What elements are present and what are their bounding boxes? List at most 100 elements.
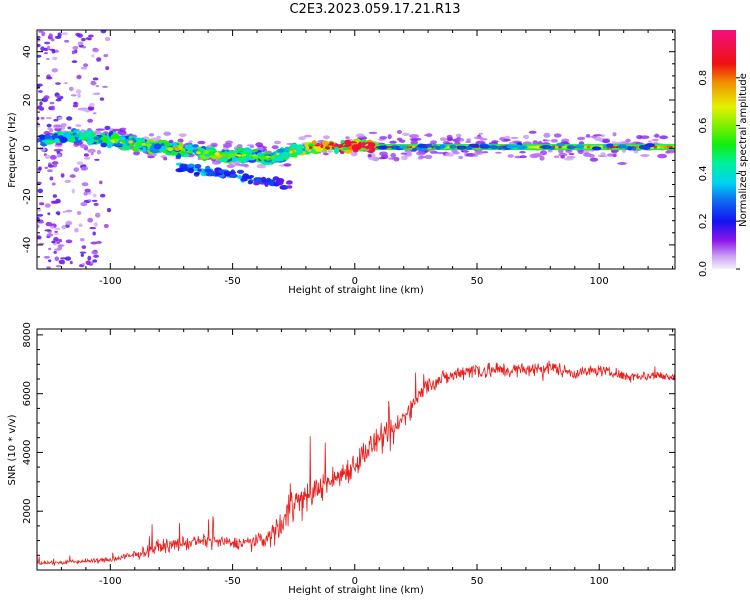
halo-blob: [417, 156, 424, 160]
trace-core-blob: [265, 155, 271, 158]
trace-blob: [172, 141, 178, 148]
noise-blob: [92, 77, 99, 81]
noise-blob: [48, 247, 52, 251]
spectrogram-ytick-label: -40: [22, 237, 33, 253]
halo-blob: [178, 133, 187, 138]
noise-blob: [37, 235, 42, 239]
noise-blob: [58, 238, 62, 243]
trace-blob: [67, 138, 76, 143]
halo-blob: [607, 153, 614, 157]
noise-blob: [81, 245, 87, 250]
colorbar-tick-label: 0.0: [698, 261, 709, 277]
noise-blob: [47, 169, 53, 173]
halo-blob: [424, 154, 433, 160]
branch-blob: [275, 180, 284, 186]
halo-blob: [594, 136, 602, 141]
trace-core-blob: [141, 142, 147, 146]
noise-blob: [91, 250, 99, 255]
trace-core-blob: [366, 145, 371, 149]
noise-blob: [73, 167, 80, 173]
noise-blob: [55, 95, 62, 98]
trace-core-blob: [121, 139, 126, 143]
tone-side-blob: [489, 145, 499, 150]
halo-blob: [163, 131, 172, 136]
noise-blob: [53, 118, 59, 122]
noise-blob: [50, 38, 55, 42]
noise-blob: [51, 161, 59, 165]
trace-blob: [59, 136, 68, 143]
halo-blob: [53, 148, 64, 152]
noise-blob: [60, 173, 65, 178]
colorbar-gradient: [712, 30, 736, 269]
noise-blob: [37, 217, 40, 221]
tone-side-blob: [412, 147, 417, 152]
noise-blob: [88, 199, 92, 202]
noise-blob: [65, 209, 73, 213]
noise-blob: [77, 41, 84, 46]
trace-blob: [39, 134, 45, 140]
halo-blob: [668, 149, 675, 153]
noise-blob: [45, 221, 53, 227]
trace-blob: [187, 150, 195, 154]
halo-blob: [633, 149, 639, 154]
noise-blob: [74, 228, 79, 233]
noise-blob: [37, 43, 41, 48]
halo-blob: [405, 150, 412, 155]
noise-blob: [95, 85, 100, 88]
halo-blob: [495, 151, 502, 154]
halo-blob: [188, 140, 193, 144]
branch-blob: [236, 169, 245, 174]
halo-blob: [210, 142, 218, 148]
halo-blob: [238, 163, 249, 167]
halo-blob: [345, 136, 350, 140]
halo-blob: [654, 133, 660, 138]
halo-blob: [390, 152, 397, 158]
branch-blob: [229, 170, 236, 175]
noise-blob: [48, 259, 52, 263]
trace-core-blob: [196, 151, 201, 155]
noise-blob: [37, 106, 45, 110]
branch-blob: [253, 181, 260, 186]
noise-blob: [90, 241, 98, 245]
halo-blob: [533, 152, 543, 157]
spectrogram-ytick-label: -20: [22, 188, 33, 204]
halo-blob: [236, 144, 243, 148]
spectrogram-y-axis-label: Frequency (Hz): [7, 112, 18, 188]
trace-core-blob: [136, 142, 140, 146]
halo-blob: [446, 134, 453, 139]
noise-blob: [37, 207, 42, 212]
noise-blob: [64, 81, 68, 85]
halo-blob: [510, 136, 519, 139]
noise-blob: [66, 116, 73, 121]
snr-xtick-label: 50: [471, 576, 484, 587]
tone-blob: [669, 146, 674, 149]
halo-blob: [222, 143, 233, 148]
halo-blob: [640, 154, 650, 157]
noise-blob: [93, 222, 98, 227]
noise-blob: [49, 176, 54, 181]
halo-blob: [566, 155, 576, 159]
halo-blob: [453, 151, 460, 155]
halo-blob: [651, 138, 659, 142]
snr-ytick-label: 2000: [22, 498, 33, 523]
halo-blob: [95, 128, 105, 131]
halo-blob: [602, 139, 611, 144]
noise-blob: [37, 224, 40, 229]
tone-blob: [536, 145, 540, 149]
halo-blob: [327, 150, 334, 153]
trace-blob: [361, 142, 366, 146]
tone-blob: [529, 146, 534, 149]
noise-blob: [39, 202, 45, 206]
noise-blob: [51, 240, 56, 244]
halo-blob: [439, 137, 447, 142]
trace-core-blob: [305, 145, 310, 150]
colorbar-tick-label: 0.4: [698, 165, 709, 181]
noise-blob: [46, 233, 54, 237]
spectrogram-x-axis-label: Height of straight line (km): [288, 285, 424, 296]
tone-side-blob: [479, 144, 491, 149]
halo-blob: [322, 152, 329, 156]
halo-blob: [455, 137, 461, 142]
noise-blob: [49, 101, 55, 105]
noise-blob: [72, 45, 79, 50]
